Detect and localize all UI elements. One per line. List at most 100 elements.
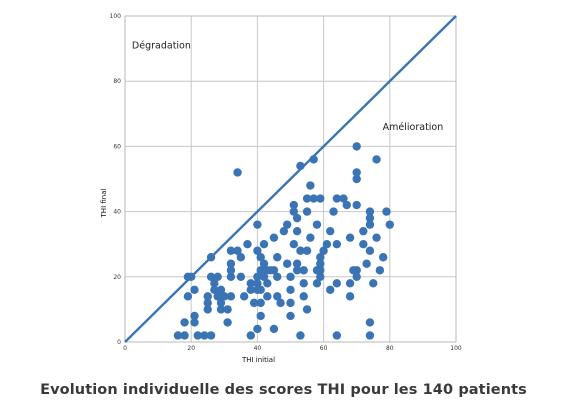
y-tick-label: 20 <box>113 274 121 281</box>
data-point <box>316 266 325 275</box>
data-point <box>339 194 348 203</box>
data-point <box>180 318 189 327</box>
data-point <box>359 226 368 236</box>
data-point <box>309 194 318 203</box>
data-point <box>286 298 295 308</box>
data-point <box>203 298 212 308</box>
annotation-degradation: Dégradation <box>132 41 191 52</box>
data-point <box>342 200 351 210</box>
data-point <box>292 266 302 275</box>
data-point <box>206 272 216 281</box>
data-point <box>263 292 272 301</box>
data-point <box>253 220 262 229</box>
data-point <box>365 318 375 327</box>
data-point <box>269 324 279 334</box>
data-point <box>273 292 282 301</box>
data-point <box>187 272 196 281</box>
scatter-chart: 0 20 40 60 80 100 0 20 40 60 80 100 THI initial TH… <box>100 13 462 364</box>
data-point <box>190 285 199 295</box>
data-point <box>306 233 315 242</box>
data-point <box>296 161 305 171</box>
data-point <box>302 194 312 203</box>
data-point <box>329 207 338 216</box>
x-tick-label: 80 <box>386 345 394 352</box>
data-point <box>249 298 259 308</box>
data-point <box>312 279 322 288</box>
data-point <box>316 253 325 262</box>
data-point <box>292 226 302 236</box>
data-point <box>292 213 302 223</box>
data-points <box>173 142 394 340</box>
data-point <box>253 246 262 255</box>
data-point <box>385 220 394 229</box>
data-point <box>263 279 272 288</box>
data-point <box>316 194 325 203</box>
data-point <box>299 292 308 301</box>
x-tick-labels: 0 20 40 60 80 100 <box>123 345 462 352</box>
data-point <box>352 200 361 210</box>
data-point <box>286 311 295 321</box>
data-point <box>369 279 378 288</box>
data-point <box>273 272 282 281</box>
figure-caption: Evolution individuelle des scores THI po… <box>40 382 527 398</box>
data-point <box>259 259 269 268</box>
data-point <box>352 174 361 184</box>
data-point <box>259 272 269 281</box>
data-point <box>372 155 381 164</box>
data-point <box>302 246 312 255</box>
data-point <box>239 292 249 301</box>
data-point <box>256 266 265 275</box>
data-point <box>319 246 328 255</box>
data-point <box>282 220 292 229</box>
data-point <box>206 331 216 340</box>
data-point <box>206 253 216 262</box>
data-point <box>203 292 212 301</box>
data-point <box>316 259 325 268</box>
data-point <box>286 272 295 281</box>
data-point <box>306 181 315 190</box>
data-point <box>246 279 255 288</box>
data-point <box>226 292 236 301</box>
data-point <box>299 266 308 275</box>
data-point <box>289 200 299 210</box>
data-point <box>365 220 375 229</box>
data-point <box>296 246 305 255</box>
data-point <box>253 324 262 334</box>
data-point <box>273 253 282 262</box>
data-point <box>233 246 242 255</box>
data-point <box>210 279 219 288</box>
data-point <box>382 207 391 216</box>
data-point <box>233 168 242 177</box>
data-point <box>345 279 355 288</box>
data-point <box>302 207 312 216</box>
data-point <box>365 331 375 340</box>
data-point <box>269 266 279 275</box>
data-point <box>256 311 265 321</box>
y-axis-label: THI final <box>100 188 108 218</box>
data-point <box>216 285 226 295</box>
data-point <box>173 331 183 340</box>
data-point <box>226 246 236 255</box>
x-axis-label: THI initial <box>241 356 275 364</box>
annotation-amelioration: Amélioration <box>383 122 444 133</box>
data-point <box>365 213 375 223</box>
data-point <box>345 233 355 242</box>
data-point <box>226 272 236 281</box>
data-point <box>253 272 262 281</box>
data-point <box>345 292 355 301</box>
x-tick-label: 0 <box>123 345 127 352</box>
data-point <box>236 272 246 281</box>
data-point <box>243 240 252 249</box>
data-point <box>193 331 203 340</box>
data-point <box>289 207 299 216</box>
data-point <box>282 259 292 268</box>
data-point <box>256 253 265 262</box>
data-point <box>365 207 375 216</box>
data-point <box>200 331 209 340</box>
data-point <box>302 305 312 314</box>
data-point <box>276 298 285 308</box>
data-point <box>292 259 302 268</box>
y-tick-label: 80 <box>113 78 121 85</box>
data-point <box>362 259 371 268</box>
data-point <box>256 285 265 295</box>
